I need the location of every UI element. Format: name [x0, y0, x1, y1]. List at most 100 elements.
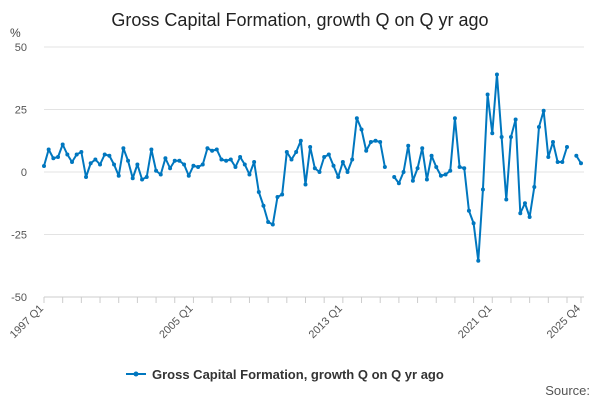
data-point[interactable]: [350, 157, 355, 162]
data-point[interactable]: [233, 165, 238, 169]
data-point[interactable]: [261, 203, 266, 208]
data-point[interactable]: [200, 162, 205, 167]
data-point[interactable]: [406, 143, 411, 148]
data-point[interactable]: [219, 157, 224, 162]
data-point[interactable]: [504, 197, 509, 202]
data-point[interactable]: [574, 153, 579, 158]
data-point[interactable]: [224, 158, 229, 163]
data-point[interactable]: [462, 166, 467, 171]
data-point[interactable]: [345, 170, 350, 174]
data-point[interactable]: [452, 116, 457, 121]
data-point[interactable]: [322, 155, 327, 159]
data-point[interactable]: [555, 160, 560, 164]
data-point[interactable]: [354, 116, 359, 121]
data-point[interactable]: [46, 147, 51, 152]
data-point[interactable]: [359, 127, 364, 132]
data-point[interactable]: [242, 162, 247, 167]
data-point[interactable]: [476, 258, 481, 263]
data-point[interactable]: [434, 165, 439, 169]
data-point[interactable]: [326, 152, 331, 157]
data-point[interactable]: [98, 162, 103, 167]
data-point[interactable]: [546, 155, 551, 159]
data-point[interactable]: [191, 163, 196, 168]
data-point[interactable]: [126, 158, 131, 163]
data-point[interactable]: [382, 165, 387, 169]
data-point[interactable]: [508, 135, 513, 139]
data-point[interactable]: [280, 192, 285, 197]
data-point[interactable]: [79, 150, 84, 154]
data-point[interactable]: [60, 142, 65, 147]
data-point[interactable]: [270, 222, 275, 227]
data-point[interactable]: [56, 155, 61, 159]
data-point[interactable]: [238, 155, 243, 159]
data-point[interactable]: [303, 182, 308, 187]
data-point[interactable]: [275, 195, 280, 199]
data-point[interactable]: [466, 208, 471, 213]
data-point[interactable]: [247, 172, 252, 177]
data-point[interactable]: [93, 157, 98, 162]
data-point[interactable]: [536, 125, 541, 129]
data-point[interactable]: [102, 152, 107, 157]
data-point[interactable]: [51, 156, 56, 161]
data-point[interactable]: [420, 146, 425, 151]
data-point[interactable]: [532, 185, 537, 189]
data-point[interactable]: [284, 150, 289, 154]
data-point[interactable]: [550, 140, 555, 144]
data-point[interactable]: [294, 150, 299, 154]
data-point[interactable]: [518, 211, 523, 216]
data-point[interactable]: [182, 162, 187, 167]
data-point[interactable]: [392, 175, 397, 179]
data-point[interactable]: [289, 157, 294, 162]
data-point[interactable]: [65, 152, 70, 157]
data-point[interactable]: [84, 175, 89, 179]
data-point[interactable]: [135, 162, 140, 167]
data-point[interactable]: [579, 161, 583, 166]
data-point[interactable]: [205, 146, 210, 151]
data-point[interactable]: [140, 177, 145, 182]
data-point[interactable]: [107, 153, 112, 158]
data-point[interactable]: [340, 160, 345, 164]
data-point[interactable]: [88, 161, 93, 166]
data-point[interactable]: [564, 145, 569, 149]
data-point[interactable]: [177, 158, 182, 163]
data-point[interactable]: [312, 166, 317, 171]
data-point[interactable]: [560, 160, 565, 164]
data-point[interactable]: [443, 172, 448, 177]
data-point[interactable]: [415, 166, 420, 171]
data-point[interactable]: [457, 165, 462, 169]
legend[interactable]: Gross Capital Formation, growth Q on Q y…: [126, 367, 444, 382]
data-point[interactable]: [448, 168, 453, 173]
data-point[interactable]: [424, 177, 429, 182]
data-point[interactable]: [252, 160, 257, 164]
data-point[interactable]: [228, 157, 233, 162]
data-point[interactable]: [438, 173, 443, 178]
data-point[interactable]: [298, 138, 303, 143]
data-point[interactable]: [378, 140, 383, 144]
data-point[interactable]: [149, 147, 154, 152]
data-point[interactable]: [368, 140, 373, 144]
data-point[interactable]: [172, 158, 177, 163]
data-point[interactable]: [42, 164, 46, 168]
data-point[interactable]: [121, 146, 126, 151]
data-point[interactable]: [471, 221, 476, 226]
data-point[interactable]: [112, 162, 117, 167]
data-point[interactable]: [513, 117, 518, 122]
data-point[interactable]: [331, 163, 336, 168]
data-point[interactable]: [396, 181, 401, 186]
data-point[interactable]: [74, 152, 79, 157]
data-point[interactable]: [410, 178, 415, 183]
data-point[interactable]: [256, 190, 261, 194]
data-point[interactable]: [130, 176, 135, 181]
data-point[interactable]: [196, 165, 201, 169]
data-point[interactable]: [336, 175, 341, 179]
data-point[interactable]: [429, 153, 434, 158]
data-point[interactable]: [266, 220, 271, 224]
data-point[interactable]: [364, 148, 369, 153]
data-point[interactable]: [163, 156, 168, 161]
data-point[interactable]: [186, 173, 191, 178]
data-point[interactable]: [527, 215, 532, 219]
data-point[interactable]: [401, 170, 406, 174]
data-point[interactable]: [490, 131, 495, 136]
data-point[interactable]: [522, 201, 527, 206]
data-point[interactable]: [70, 160, 75, 164]
